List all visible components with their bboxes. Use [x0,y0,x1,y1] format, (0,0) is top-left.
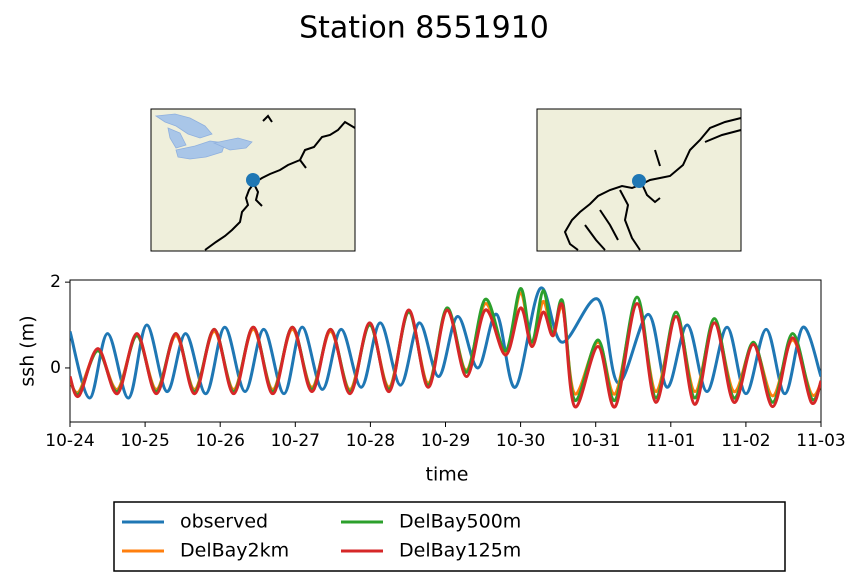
x-tick-label: 10-29 [421,431,470,451]
x-tick-label: 10-31 [571,431,620,451]
x-axis-title: time [426,464,469,486]
legend-label: DelBay125m [399,540,521,562]
y-tick-label: 0 [50,358,61,378]
y-tick-label: 2 [50,272,61,292]
legend-label: DelBay500m [399,511,521,533]
x-tick-label: 10-25 [120,431,169,451]
chart-title: Station 8551910 [299,11,549,46]
map-region [150,108,356,252]
x-tick-label: 10-27 [271,431,320,451]
x-tick-label: 10-28 [346,431,395,451]
x-tick-label: 11-03 [796,431,845,451]
legend-box [113,501,786,572]
x-tick-label: 10-30 [496,431,545,451]
legend-label: observed [180,511,268,533]
x-tick-label: 10-24 [45,431,94,451]
x-tick-label: 11-02 [721,431,770,451]
x-tick-label: 10-26 [195,431,244,451]
y-axis-title: ssh (m) [17,315,39,386]
series-line [70,302,821,409]
legend-label: DelBay2km [180,540,289,562]
map-region [536,108,742,252]
x-tick-label: 11-01 [646,431,695,451]
